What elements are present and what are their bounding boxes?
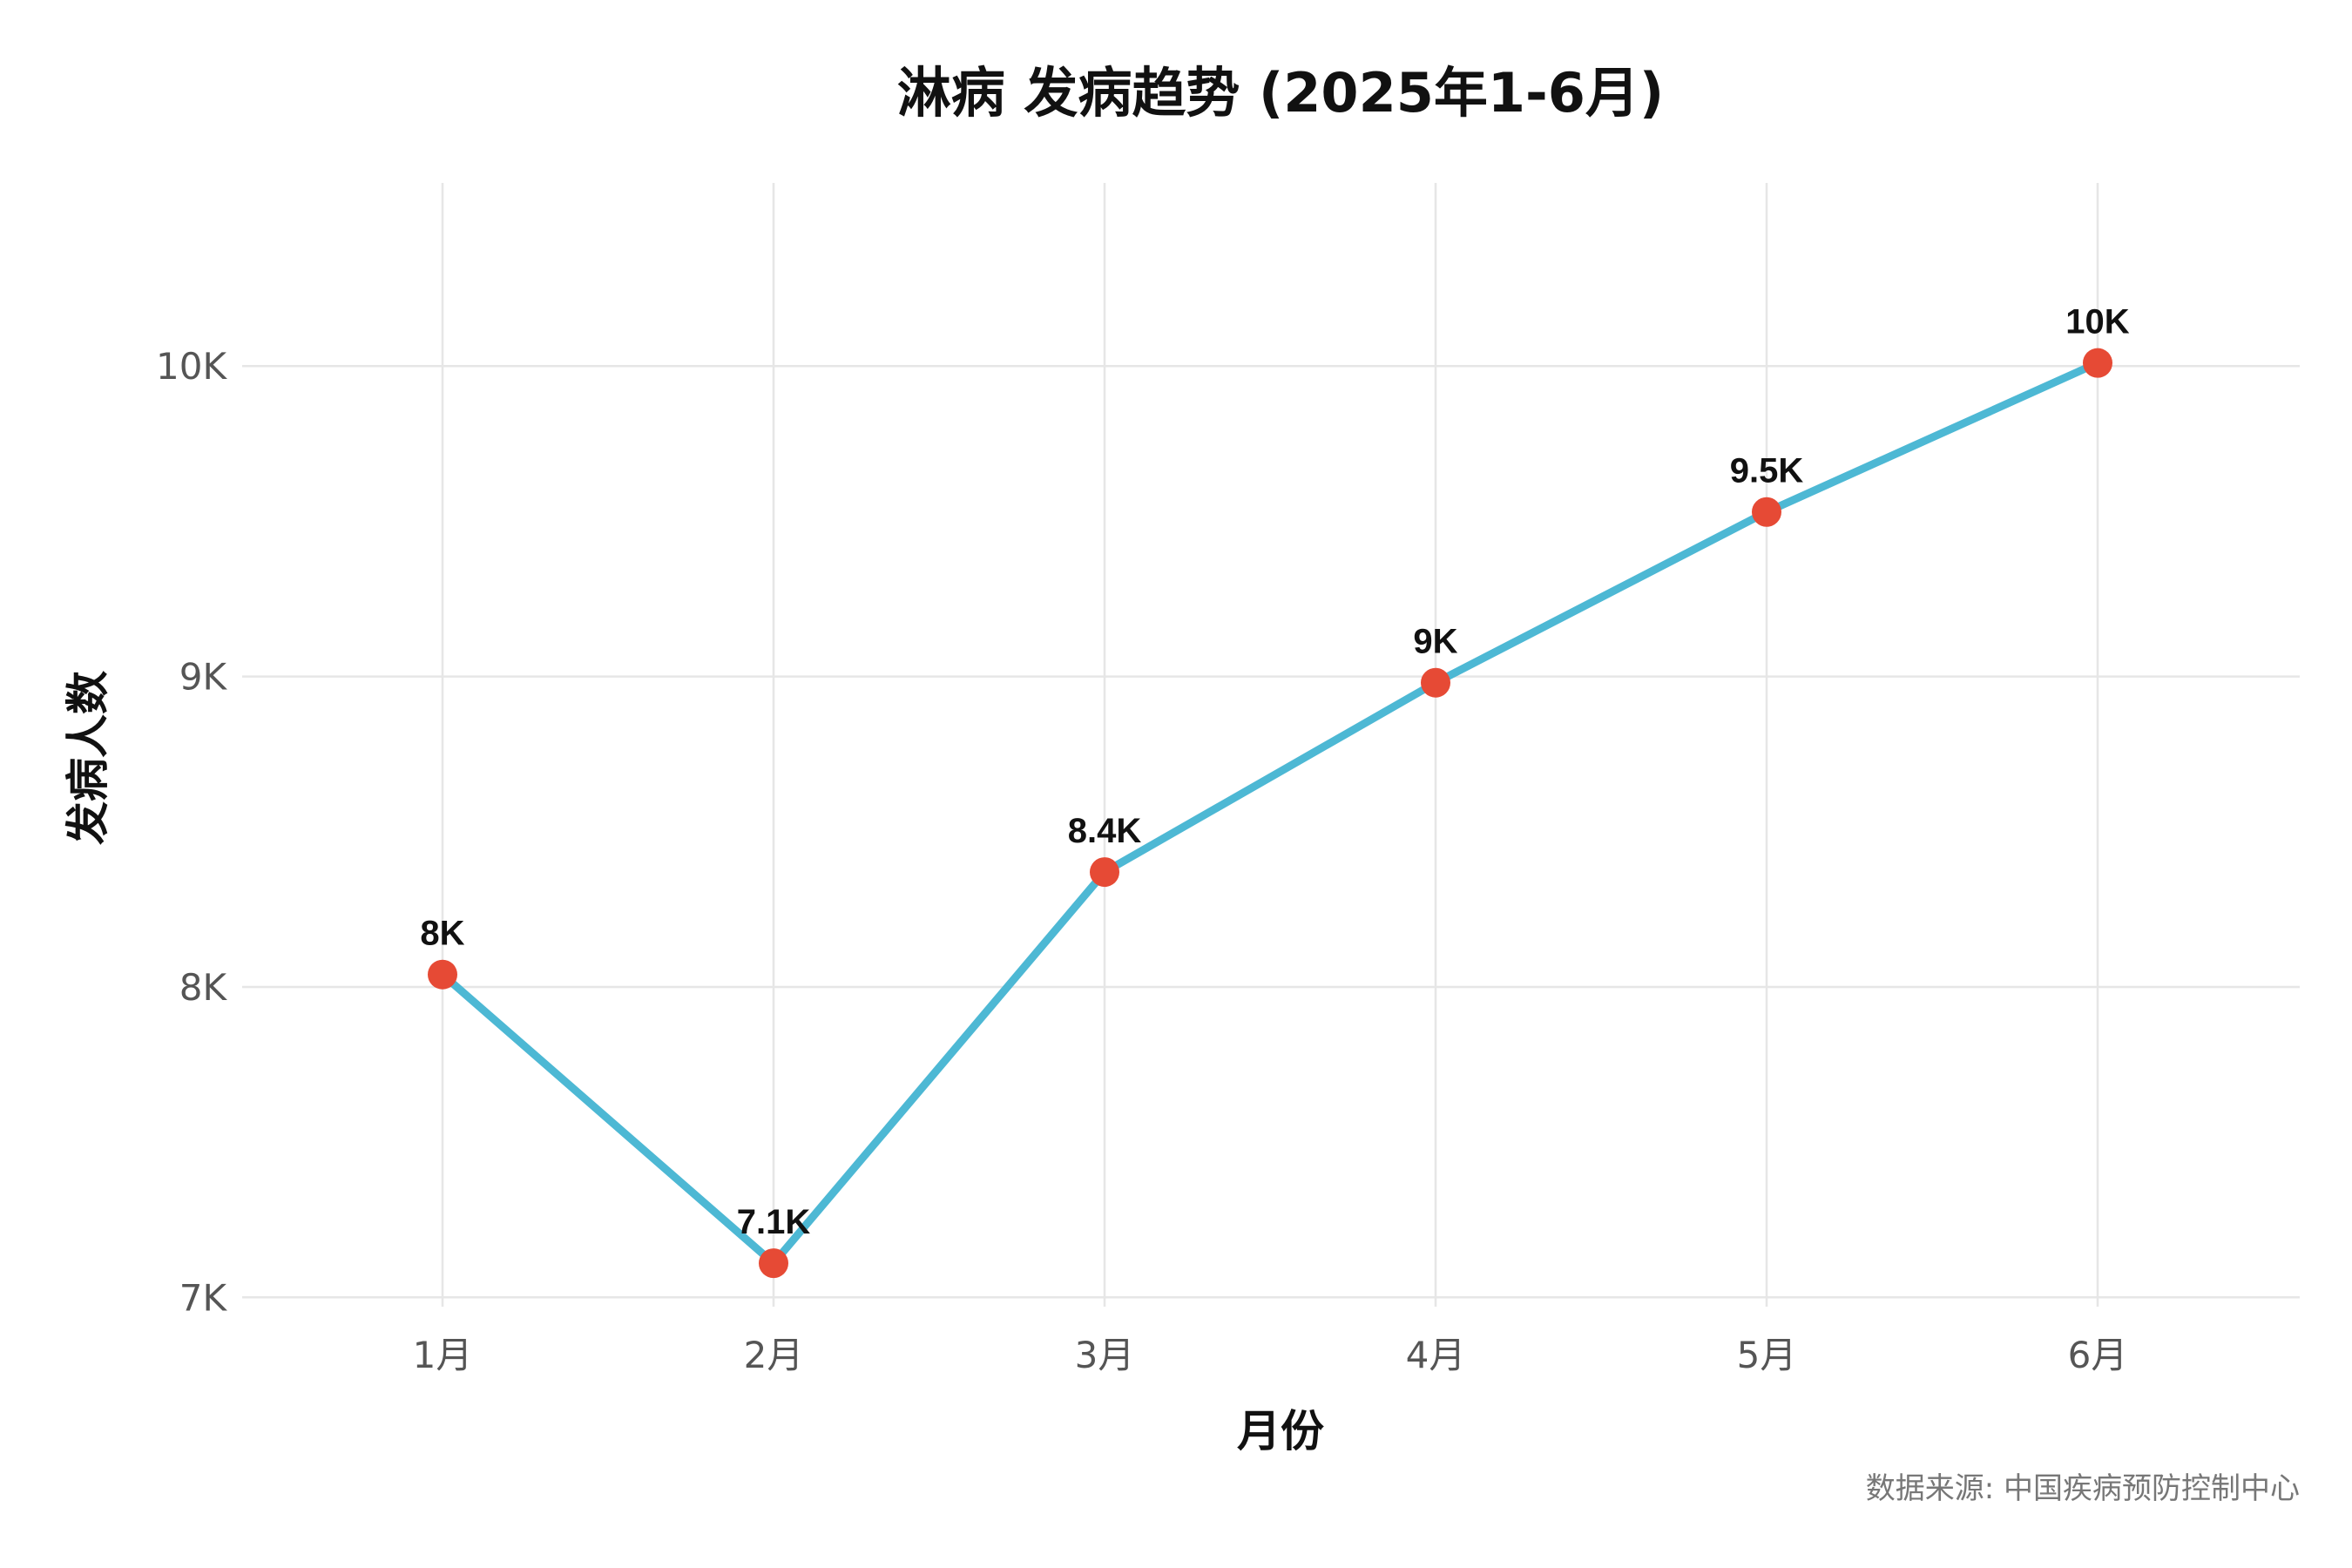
x-tick-label: 5月	[1737, 1334, 1797, 1376]
data-point	[759, 1248, 788, 1279]
data-point	[2083, 348, 2112, 378]
data-labels: 8K 7.1K 8.4K 9K 9.5K 10K	[420, 303, 2129, 1241]
x-tick-label: 6月	[2068, 1334, 2128, 1376]
gridlines	[242, 183, 2300, 1307]
x-tick-label: 4月	[1406, 1334, 1466, 1376]
y-tick-label: 7K	[179, 1276, 228, 1319]
y-tick-label: 9K	[179, 656, 228, 699]
data-point	[1090, 857, 1119, 888]
data-point	[1752, 497, 1781, 527]
data-points	[428, 348, 2112, 1279]
data-label: 8.4K	[1068, 812, 1142, 850]
chart-title: 淋病 发病趋势 (2025年1-6月)	[897, 61, 1664, 125]
data-label: 9K	[1413, 623, 1457, 661]
x-tick-label: 2月	[744, 1334, 804, 1376]
x-tick-label: 1月	[413, 1334, 473, 1376]
data-point	[428, 959, 457, 990]
x-axis-ticks: 1月 2月 3月 4月 5月 6月	[413, 1334, 2128, 1376]
data-point	[1421, 667, 1450, 698]
series-polyline	[438, 359, 2102, 1267]
x-axis-title: 月份	[1237, 1406, 1324, 1456]
y-axis-ticks: 7K 8K 9K 10K	[156, 345, 227, 1319]
y-tick-label: 10K	[156, 345, 227, 388]
source-note: 数据来源: 中国疾病预防控制中心	[1866, 1471, 2300, 1506]
series-line	[438, 359, 2102, 1267]
data-label: 8K	[420, 915, 464, 953]
y-axis-title: 发病人数	[63, 671, 113, 845]
data-label: 9.5K	[1730, 452, 1804, 490]
y-tick-label: 8K	[179, 966, 228, 1009]
data-label: 10K	[2065, 303, 2129, 341]
data-label: 7.1K	[737, 1203, 811, 1241]
x-tick-label: 3月	[1075, 1334, 1135, 1376]
